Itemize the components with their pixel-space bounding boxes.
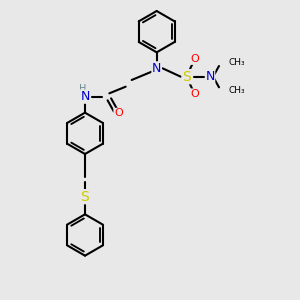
Text: S: S [81,190,89,204]
Text: N: N [80,90,90,103]
Text: CH₃: CH₃ [228,86,245,95]
Text: S: S [182,70,191,84]
Text: O: O [190,54,200,64]
Text: CH₃: CH₃ [228,58,245,67]
Text: O: O [190,89,200,99]
Text: H: H [79,84,86,94]
Text: N: N [152,62,161,75]
Text: O: O [114,108,123,118]
Text: N: N [205,70,215,83]
